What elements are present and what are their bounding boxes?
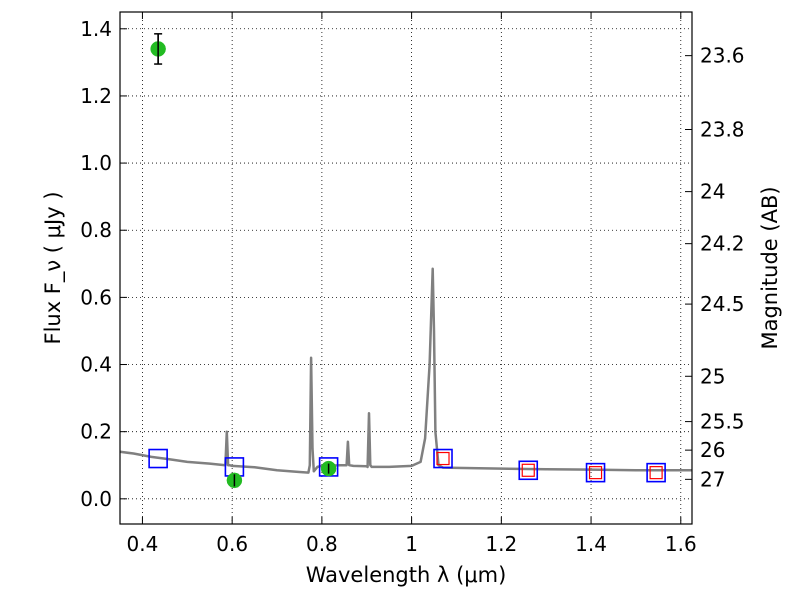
right-tick-label: 23.6: [700, 44, 745, 68]
right-axis-label: Magnitude (AB): [758, 186, 782, 349]
y-tick-label: 0.2: [80, 420, 112, 444]
blue-square-marker: [433, 448, 453, 469]
red-square-marker: [521, 463, 535, 477]
red-square-marker: [588, 466, 603, 480]
x-tick-label: 1: [405, 532, 418, 556]
right-tick-label: 24.5: [700, 292, 745, 316]
spectrum-line: [119, 267, 692, 474]
red-square-marker: [436, 451, 450, 466]
x-axis-label: Wavelength λ (μm): [306, 563, 507, 587]
blue-square-marker: [518, 460, 539, 481]
y-tick-label: 0.0: [80, 487, 112, 511]
blue-square-marker: [585, 462, 606, 483]
y-tick-label: 0.4: [80, 353, 112, 377]
right-tick-label: 24: [700, 180, 725, 204]
blue-square-marker: [646, 462, 666, 483]
axis-ticks: 0.4 0.6 0.8 1 1.2 1.4 1.6 0.0 0.2 0.4 0.6 0.8 1.0 1.2…: [80, 12, 745, 556]
chart-series: [119, 33, 692, 489]
red-square-marker: [649, 466, 663, 480]
right-tick-label: 25: [700, 364, 725, 388]
x-tick-label: 0.4: [127, 532, 159, 556]
y-tick-label: 0.6: [80, 285, 112, 309]
right-tick-label: 27: [700, 467, 725, 491]
plot-frame: [119, 11, 693, 525]
x-tick-label: 1.4: [575, 532, 607, 556]
right-tick-label: 26: [700, 438, 725, 462]
right-tick-label: 25.5: [700, 410, 745, 434]
right-tick-label: 24.2: [700, 232, 745, 256]
x-tick-label: 1.6: [665, 532, 697, 556]
y-tick-label: 1.2: [80, 84, 112, 108]
right-tick-label: 23.8: [700, 118, 745, 142]
y-tick-label: 1.4: [80, 17, 112, 41]
y-tick-label: 0.8: [80, 218, 112, 242]
blue-square-marker: [148, 448, 168, 469]
x-tick-label: 1.2: [485, 532, 517, 556]
grid: [120, 12, 692, 524]
y-tick-label: 1.0: [80, 151, 112, 175]
x-tick-label: 0.6: [216, 532, 248, 556]
x-tick-label: 0.8: [306, 532, 338, 556]
y-axis-label: Flux F_ν ( μJy ): [41, 191, 66, 344]
